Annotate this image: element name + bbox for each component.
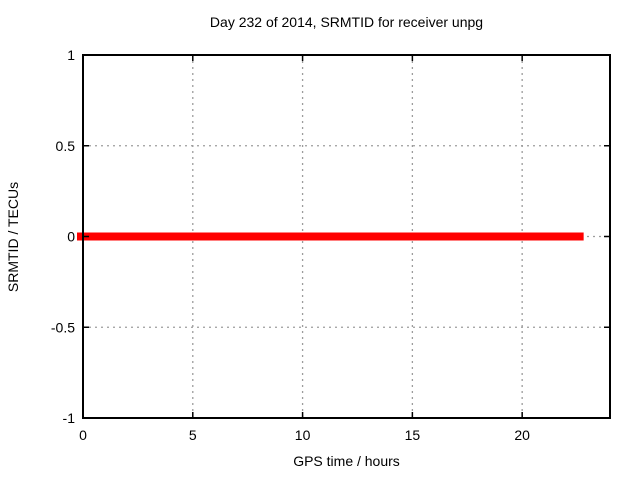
y-tick-label: -0.5: [51, 319, 75, 335]
x-tick-label: 20: [514, 427, 530, 443]
x-axis-label: GPS time / hours: [293, 453, 400, 469]
x-tick-label: 15: [405, 427, 421, 443]
y-tick-label: 0.5: [56, 138, 76, 154]
plot-border: [82, 54, 611, 419]
y-tick-label: 1: [67, 47, 75, 63]
y-tick-label: 0: [67, 229, 75, 245]
x-tick-label: 10: [295, 427, 311, 443]
x-tick-label: 0: [79, 427, 87, 443]
chart-title: Day 232 of 2014, SRMTID for receiver unp…: [209, 14, 484, 30]
y-tick-label: -1: [63, 410, 76, 426]
x-tick-label: 5: [189, 427, 197, 443]
